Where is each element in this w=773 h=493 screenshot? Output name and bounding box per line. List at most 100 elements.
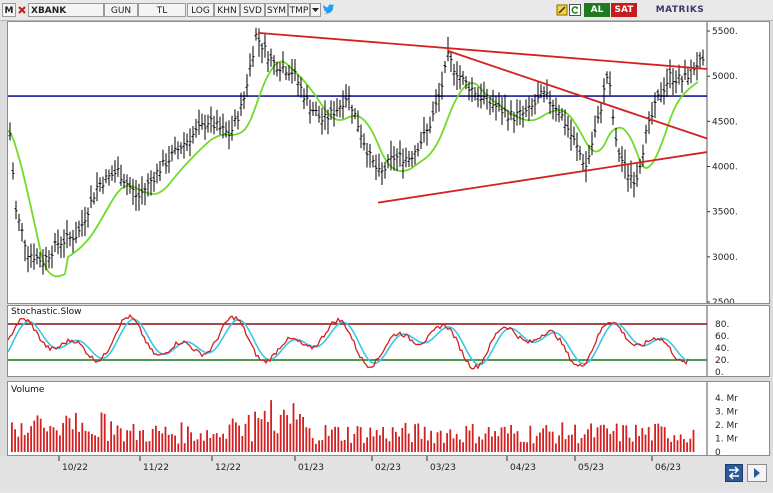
volume-bar xyxy=(23,434,26,452)
volume-bar xyxy=(609,434,612,452)
stochastic-k-line xyxy=(7,313,689,370)
volume-bar xyxy=(27,432,29,452)
volume-bar xyxy=(75,412,77,452)
volume-bar xyxy=(551,431,554,452)
volume-bar xyxy=(302,417,304,452)
volume-bar xyxy=(663,427,666,452)
volume-bar xyxy=(577,443,580,452)
volume-bar xyxy=(225,438,228,452)
volume-bar xyxy=(487,427,490,452)
volume-bar xyxy=(279,414,282,452)
menu-button[interactable]: M xyxy=(2,3,16,17)
volume-bar xyxy=(599,425,602,452)
volume-bar xyxy=(81,422,84,452)
volume-bar xyxy=(17,436,20,452)
volume-bar xyxy=(11,422,13,452)
trendline xyxy=(377,151,708,204)
volume-bar xyxy=(622,425,624,452)
draw-button[interactable] xyxy=(556,3,568,17)
volume-bar xyxy=(430,430,432,452)
volume-bar xyxy=(359,427,362,452)
trendline xyxy=(447,50,708,140)
volume-bar xyxy=(548,431,551,452)
volume-bar xyxy=(561,422,564,452)
scroll-button[interactable] xyxy=(747,464,767,482)
svd-button[interactable]: SVD xyxy=(240,3,265,17)
volume-bar xyxy=(475,443,477,452)
volume-bar xyxy=(68,418,71,452)
volume-bar xyxy=(619,441,621,452)
refresh-button[interactable] xyxy=(569,3,581,17)
volume-bar xyxy=(145,441,148,452)
volume-bar xyxy=(135,440,138,452)
sell-button[interactable]: SAT xyxy=(611,3,637,17)
volume-bar xyxy=(78,431,80,452)
twitter-icon xyxy=(323,4,335,14)
volume-bar xyxy=(203,440,205,452)
volume-bar xyxy=(155,425,157,452)
date-tick-label: 11/22 xyxy=(143,463,169,473)
khn-button[interactable]: KHN xyxy=(214,3,240,17)
volume-bar xyxy=(414,424,416,452)
link-button[interactable] xyxy=(725,464,743,482)
currency-button[interactable]: TL xyxy=(138,3,186,17)
volume-bar xyxy=(606,428,608,452)
trendline xyxy=(257,31,708,70)
volume-bar xyxy=(628,437,631,452)
volume-bar xyxy=(526,442,528,452)
stochastic-title: Stochastic.Slow xyxy=(11,307,82,317)
volume-bar xyxy=(420,438,423,452)
volume-bar xyxy=(388,441,391,452)
volume-bar xyxy=(507,433,509,452)
swap-icon xyxy=(728,466,740,480)
volume-bar xyxy=(443,442,445,452)
volume-bar xyxy=(219,437,221,452)
volume-bar xyxy=(308,428,311,452)
stochastic-tick-label: 0. xyxy=(715,368,724,376)
volume-bar xyxy=(350,442,352,452)
log-button[interactable]: LOG xyxy=(187,3,214,17)
volume-bar xyxy=(164,426,167,452)
volume-bar xyxy=(564,439,567,452)
date-tick-label: 05/23 xyxy=(578,463,604,473)
volume-bar xyxy=(139,430,141,452)
volume-bar xyxy=(580,438,583,452)
volume-bar xyxy=(353,433,356,452)
volume-bar xyxy=(222,433,224,452)
volume-bar xyxy=(324,425,327,452)
volume-bar xyxy=(503,426,506,452)
volume-bar xyxy=(283,409,285,452)
pencil-icon xyxy=(556,4,568,16)
dropdown-button[interactable] xyxy=(310,3,321,17)
sym-button[interactable]: SYM xyxy=(265,3,288,17)
volume-bar xyxy=(273,430,276,452)
volume-bar xyxy=(36,415,39,452)
buy-button[interactable]: AL xyxy=(584,3,610,17)
volume-title: Volume xyxy=(11,385,45,395)
twitter-button[interactable] xyxy=(322,3,335,17)
symbol-field[interactable]: XBANK xyxy=(28,3,104,17)
close-symbol-icon[interactable] xyxy=(17,3,27,17)
volume-bar xyxy=(167,434,170,452)
volume-bar xyxy=(276,433,279,452)
volume-bar xyxy=(657,423,660,452)
volume-bar xyxy=(356,426,359,452)
volume-bar xyxy=(449,429,452,452)
date-tick-label: 02/23 xyxy=(375,463,401,473)
volume-bar xyxy=(452,438,455,452)
date-tick-label: 03/23 xyxy=(430,463,456,473)
volume-bar xyxy=(644,434,647,452)
volume-bar xyxy=(190,432,192,452)
volume-bar xyxy=(375,430,378,452)
stochastic-d-line xyxy=(7,318,689,366)
volume-bar xyxy=(513,433,516,452)
volume-bar xyxy=(241,436,244,452)
volume-bar xyxy=(46,431,48,452)
period-button[interactable]: GUN xyxy=(104,3,138,17)
tmp-button[interactable]: TMP xyxy=(288,3,310,17)
volume-bar xyxy=(385,438,388,452)
volume-bar xyxy=(187,426,189,452)
volume-bar xyxy=(257,417,260,452)
volume-bar xyxy=(107,440,109,452)
